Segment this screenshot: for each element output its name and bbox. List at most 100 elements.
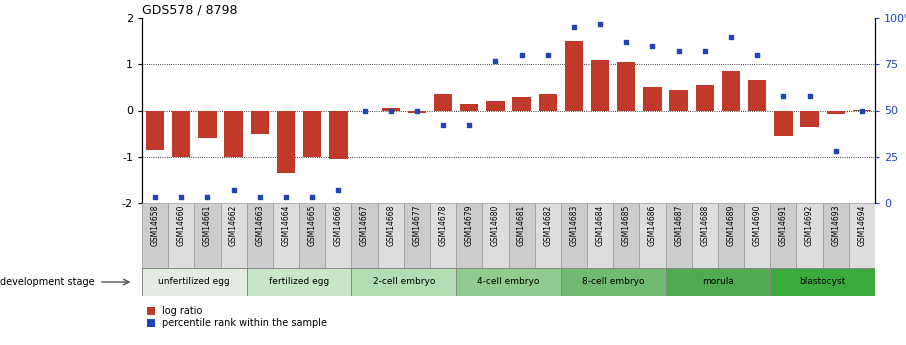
Text: GSM14694: GSM14694 [857, 205, 866, 246]
Text: GSM14660: GSM14660 [177, 205, 186, 246]
Text: GSM14685: GSM14685 [622, 205, 631, 246]
Text: GSM14678: GSM14678 [439, 205, 448, 246]
Bar [535, 203, 561, 268]
Bar [796, 203, 823, 268]
Bar [146, 110, 164, 150]
Bar [748, 80, 766, 110]
Point [854, 108, 869, 113]
Point [383, 108, 398, 113]
Bar [378, 203, 404, 268]
Text: GSM14668: GSM14668 [386, 205, 395, 246]
Text: GSM14664: GSM14664 [282, 205, 291, 246]
Point [750, 52, 765, 58]
Bar [352, 203, 378, 268]
Text: GSM14686: GSM14686 [648, 205, 657, 246]
Bar [744, 203, 770, 268]
Bar [325, 203, 352, 268]
Text: GSM14663: GSM14663 [255, 205, 265, 246]
Text: GSM14687: GSM14687 [674, 205, 683, 246]
Bar [770, 268, 875, 296]
Text: 2-cell embryo: 2-cell embryo [372, 277, 435, 286]
Bar [538, 94, 557, 110]
Bar [195, 203, 220, 268]
Bar [823, 203, 849, 268]
Bar [352, 268, 456, 296]
Bar [692, 203, 718, 268]
Bar [561, 203, 587, 268]
Text: GDS578 / 8798: GDS578 / 8798 [142, 4, 237, 17]
Point [226, 187, 241, 193]
Point [619, 39, 633, 45]
Bar [460, 104, 478, 110]
Text: GSM14665: GSM14665 [308, 205, 317, 246]
Point [200, 195, 215, 200]
Bar [718, 203, 744, 268]
Bar [251, 110, 269, 134]
Text: 4-cell embryo: 4-cell embryo [477, 277, 540, 286]
Text: GSM14677: GSM14677 [412, 205, 421, 246]
Point [698, 49, 712, 54]
Bar [487, 101, 505, 110]
Bar [303, 110, 322, 157]
Point [541, 52, 555, 58]
Text: fertilized egg: fertilized egg [269, 277, 329, 286]
Point [279, 195, 294, 200]
Text: GSM14688: GSM14688 [700, 205, 709, 246]
Point [515, 52, 529, 58]
Point [803, 93, 817, 98]
Bar [643, 87, 661, 110]
Bar [246, 268, 352, 296]
Text: blastocyst: blastocyst [799, 277, 846, 286]
Point [671, 49, 686, 54]
Text: GSM14691: GSM14691 [779, 205, 788, 246]
Point [253, 195, 267, 200]
Text: GSM14683: GSM14683 [570, 205, 578, 246]
Bar [591, 60, 610, 110]
Bar [800, 110, 819, 127]
Bar [587, 203, 613, 268]
Bar [770, 203, 796, 268]
Bar [666, 203, 692, 268]
Point [462, 122, 477, 128]
Point [593, 21, 607, 26]
Text: GSM14690: GSM14690 [753, 205, 762, 246]
Point [331, 187, 345, 193]
Bar [564, 41, 583, 110]
Bar [198, 110, 217, 138]
Text: GSM14658: GSM14658 [150, 205, 159, 246]
Bar [508, 203, 535, 268]
Bar [299, 203, 325, 268]
Bar [142, 268, 246, 296]
Bar [220, 203, 246, 268]
Point [566, 24, 581, 30]
Bar [640, 203, 666, 268]
Text: GSM14681: GSM14681 [517, 205, 526, 246]
Bar [722, 71, 740, 110]
Text: GSM14689: GSM14689 [727, 205, 736, 246]
Bar [696, 85, 714, 110]
Point [357, 108, 371, 113]
Bar [613, 203, 640, 268]
Text: GSM14666: GSM14666 [333, 205, 342, 246]
Bar [329, 110, 348, 159]
Bar [142, 203, 169, 268]
Bar [666, 268, 770, 296]
Bar [430, 203, 456, 268]
Text: GSM14693: GSM14693 [831, 205, 840, 246]
Legend: log ratio, percentile rank within the sample: log ratio, percentile rank within the sa… [147, 306, 327, 328]
Bar [381, 108, 400, 110]
Text: GSM14667: GSM14667 [360, 205, 369, 246]
Text: unfertilized egg: unfertilized egg [159, 277, 230, 286]
Bar [617, 62, 635, 110]
Bar [434, 94, 452, 110]
Point [436, 122, 450, 128]
Bar [456, 268, 561, 296]
Bar [404, 203, 430, 268]
Bar [277, 110, 295, 173]
Text: GSM14684: GSM14684 [595, 205, 604, 246]
Point [828, 148, 843, 154]
Bar [482, 203, 508, 268]
Text: GSM14662: GSM14662 [229, 205, 238, 246]
Point [645, 43, 660, 49]
Bar [169, 203, 195, 268]
